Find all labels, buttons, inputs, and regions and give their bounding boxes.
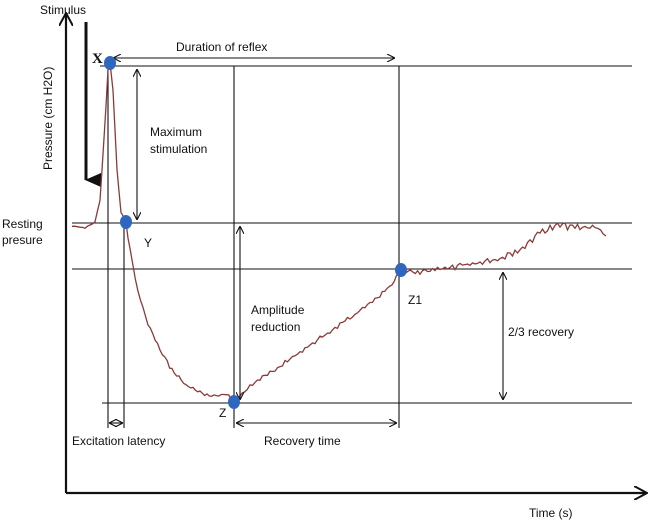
point-x-label: X xyxy=(92,51,103,67)
stimulus-label: Stimulus xyxy=(40,3,86,17)
maximum-stimulation-label-1: Maximum xyxy=(150,125,202,139)
amplitude-reduction-label-1: Amplitude xyxy=(251,303,305,317)
y-axis-label: Pressure (cm H2O) xyxy=(41,67,55,170)
duration-of-reflex-label: Duration of reflex xyxy=(176,40,267,54)
amplitude-reduction-label-2: reduction xyxy=(251,320,300,334)
two-thirds-recovery-label: 2/3 recovery xyxy=(508,325,574,339)
point-y-marker xyxy=(120,215,132,229)
pressure-trace xyxy=(71,62,607,404)
recovery-time-label: Recovery time xyxy=(264,434,341,448)
maximum-stimulation-label-2: stimulation xyxy=(150,142,207,156)
resting-pressure-label-2: presure xyxy=(2,233,43,247)
resting-pressure-label-1: Resting xyxy=(2,217,43,231)
point-y-label: Y xyxy=(144,236,152,250)
point-z1-marker xyxy=(395,263,407,277)
point-z1-label: Z1 xyxy=(408,293,422,307)
point-z-marker xyxy=(228,395,240,409)
excitation-latency-label: Excitation latency xyxy=(72,434,165,448)
point-z-label: Z xyxy=(219,406,226,420)
point-x-marker xyxy=(104,56,116,70)
x-axis-label: Time (s) xyxy=(529,506,573,520)
